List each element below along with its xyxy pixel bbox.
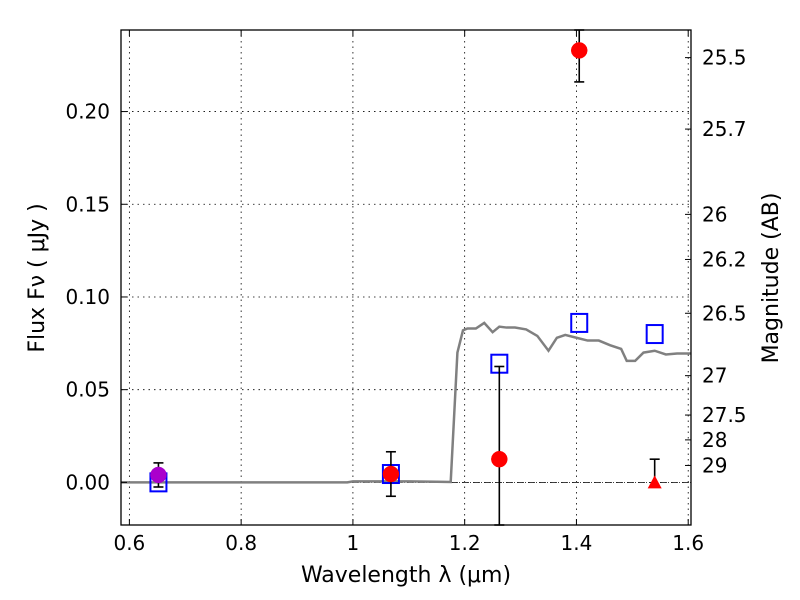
y-axis-title: Flux Fν ( μJy )	[25, 203, 50, 352]
x-axis-title: Wavelength λ (μm)	[301, 563, 511, 588]
model-sed-line	[121, 321, 691, 484]
x-tick-label: 0.8	[225, 531, 257, 555]
y-tick-label: 0.05	[65, 378, 110, 402]
model-band-marker	[645, 324, 664, 345]
mag-tick-label: 29	[702, 453, 727, 477]
x-tick-label: 1.6	[672, 531, 704, 555]
mag-tick-label: 28	[702, 428, 727, 452]
mag-tick-label: 25.5	[702, 46, 747, 70]
y-tick-label: 0.10	[65, 285, 110, 309]
mag-tick-label: 26.5	[702, 301, 747, 325]
optical-flux-point	[150, 466, 167, 484]
y-tick-label: 0.15	[65, 192, 110, 216]
upper-limit-marker	[647, 475, 662, 489]
mag-tick-label: 27.5	[702, 403, 747, 427]
observed-flux-point	[491, 450, 508, 468]
mag-tick-label: 26	[702, 202, 727, 226]
x-tick-label: 1.4	[561, 531, 593, 555]
grid-layer	[121, 30, 691, 525]
tick-layer: 0.6 0.8 1 1.2 1.4 1.6 0.00 0.05 0.10 0.15 0.20 25.5…	[65, 30, 747, 555]
x-tick-label: 1	[347, 531, 360, 555]
data-layer	[121, 29, 691, 526]
x-tick-label: 0.6	[113, 531, 145, 555]
y-tick-label: 0.20	[65, 100, 110, 124]
right-axis-title: Magnitude (AB)	[759, 193, 784, 364]
x-tick-label: 1.2	[449, 531, 481, 555]
plot-frame	[120, 29, 692, 526]
mag-tick-label: 27	[702, 364, 727, 388]
mag-tick-label: 25.7	[702, 117, 747, 141]
model-band-marker	[570, 312, 589, 333]
observed-flux-point	[570, 42, 588, 59]
observed-flux-point	[382, 465, 400, 483]
y-tick-label: 0.00	[65, 470, 110, 494]
mag-tick-label: 26.2	[702, 247, 747, 271]
